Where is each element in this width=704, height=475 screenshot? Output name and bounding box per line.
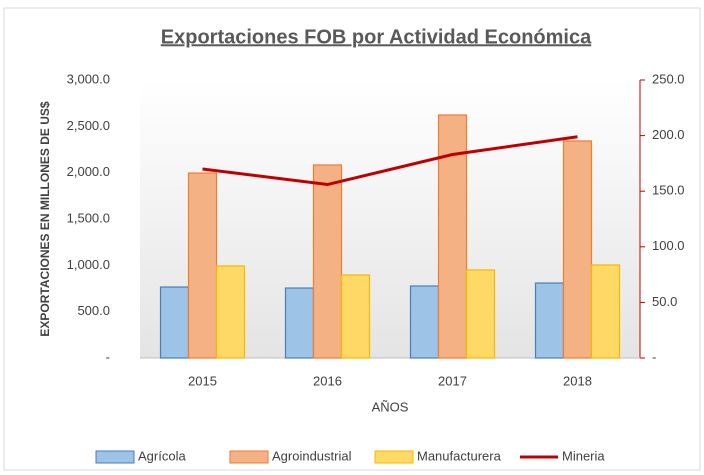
bar bbox=[437, 114, 468, 359]
y-axis-label: EXPORTACIONES EN MILLONES DE US$ bbox=[38, 101, 52, 336]
bar bbox=[187, 172, 218, 359]
x-tick-label: 2015 bbox=[188, 373, 217, 388]
y2-tick-label: 200.0 bbox=[652, 127, 685, 142]
legend-label: Agrícola bbox=[138, 448, 186, 463]
y2-tick-label: 150.0 bbox=[652, 183, 685, 198]
y-tick-label: 3,000.0 bbox=[67, 71, 110, 86]
y-tick-label: 1,500.0 bbox=[67, 210, 110, 225]
y-tick-label: - bbox=[106, 349, 110, 364]
bar bbox=[312, 164, 343, 359]
bar bbox=[465, 269, 496, 359]
y2-tick-label: 50.0 bbox=[652, 294, 677, 309]
y-tick-label: 2,000.0 bbox=[67, 164, 110, 179]
y2-tick-label: 100.0 bbox=[652, 238, 685, 253]
y-tick-label: 2,500.0 bbox=[67, 118, 110, 133]
y2-tick-label: - bbox=[652, 349, 656, 364]
x-axis-label: AÑOS bbox=[372, 399, 409, 414]
line-series bbox=[202, 135, 578, 187]
bar bbox=[215, 265, 246, 359]
x-tick-label: 2017 bbox=[438, 373, 467, 388]
bar bbox=[562, 140, 593, 359]
bar bbox=[284, 287, 315, 359]
x-tick-label: 2018 bbox=[563, 373, 592, 388]
legend-label: Mineria bbox=[562, 448, 605, 463]
legend-swatch bbox=[374, 450, 414, 464]
bar bbox=[340, 274, 371, 359]
legend-swatch bbox=[229, 450, 269, 464]
bar bbox=[534, 282, 565, 359]
legend-swatch bbox=[95, 450, 135, 464]
legend-label: Manufacturera bbox=[417, 448, 502, 463]
y-tick-label: 1,000.0 bbox=[67, 257, 110, 272]
legend-label: Agroindustrial bbox=[272, 448, 352, 463]
bar bbox=[590, 264, 621, 359]
chart-title: Exportaciones FOB por Actividad Económic… bbox=[161, 26, 592, 48]
y2-tick-label: 250.0 bbox=[652, 71, 685, 86]
x-tick-label: 2016 bbox=[313, 373, 342, 388]
bar bbox=[159, 286, 190, 359]
y-tick-label: 500.0 bbox=[77, 303, 110, 318]
bar bbox=[409, 285, 440, 359]
